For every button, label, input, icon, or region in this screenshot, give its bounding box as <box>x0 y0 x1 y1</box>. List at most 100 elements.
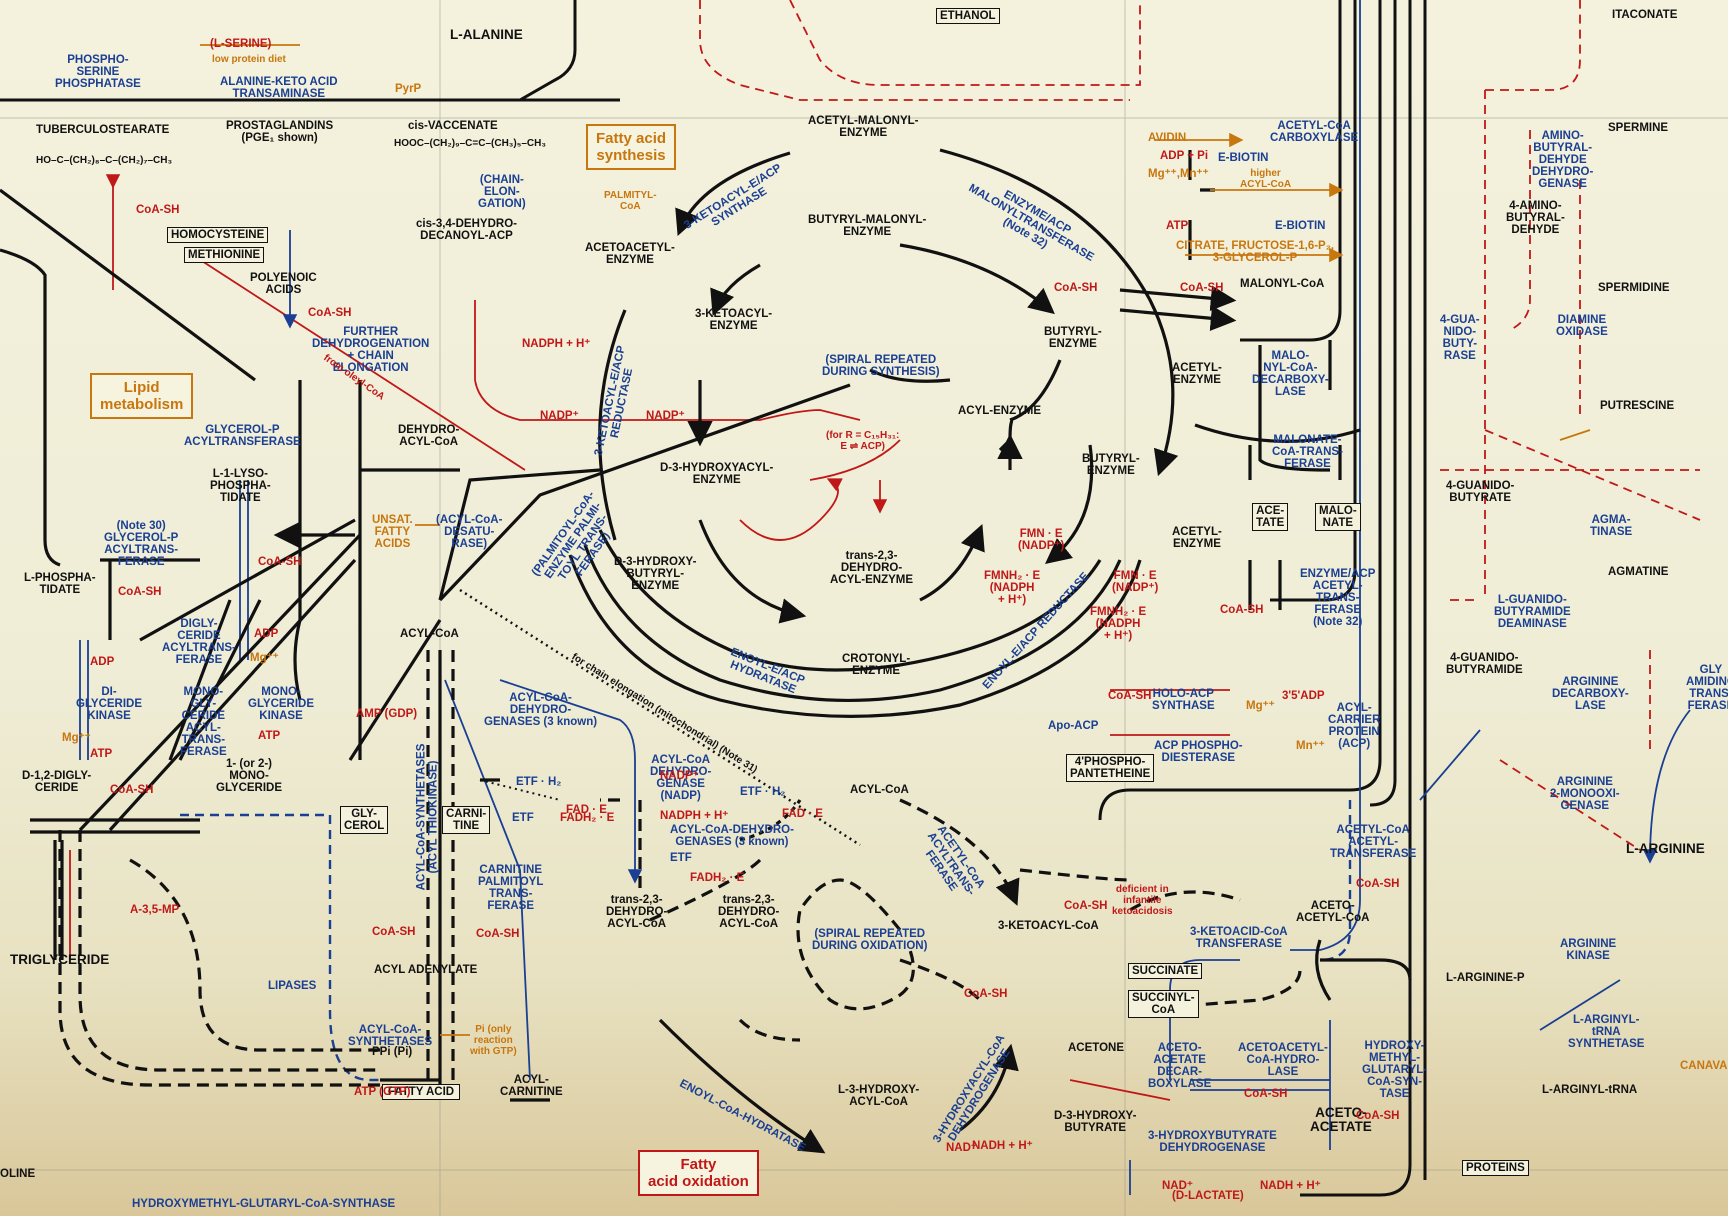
low-protein-diet-label: low protein diet <box>212 54 286 65</box>
acyl-thiokinase-label: ACYL-CoA-SYNTHETASES (ACYL THIOKINASE) <box>415 743 440 891</box>
4-guanidobutyramide-label: 4-GUANIDO- BUTYRAMIDE <box>1446 652 1523 676</box>
deficient-note: deficient in infantile ketoacidosis <box>1112 884 1173 917</box>
hmg-coa-synthase-label: HYDROXY- METHYL- GLUTARYL- CoA-SYN- TASE <box>1362 1040 1428 1100</box>
acetyl-malonyl-enzyme-label: ACETYL-MALONYL- ENZYME <box>808 115 919 139</box>
e-biotin-label: E-BIOTIN <box>1218 152 1269 164</box>
amp-gdp-label: AMP (GDP) <box>356 708 418 720</box>
fad-label-2: FAD · E <box>782 808 823 820</box>
acetate-box: ACE- TATE <box>1252 503 1289 531</box>
coash-label-2: CoA-SH <box>308 307 352 319</box>
diglyceride-kinase-label: DI- GLYCERIDE KINASE <box>76 686 143 722</box>
3-5-adp-label: 3'5'ADP <box>1282 690 1325 702</box>
chain-elongation-label: (CHAIN- ELON- GATION) <box>478 174 526 210</box>
atp-label-3: ATP <box>1166 220 1189 232</box>
fad-label-1: FAD · E <box>566 804 607 816</box>
atp-label-2: ATP <box>258 730 281 742</box>
holo-acp-synthase-label: HOLO-ACP SYNTHASE <box>1152 688 1215 712</box>
d12-diglyceride-label: D-1,2-DIGLY- CERIDE <box>22 770 92 794</box>
guanidobutyramide-deaminase-label: L-GUANIDO- BUTYRAMIDE DEAMINASE <box>1494 594 1571 630</box>
pi-only-note: Pi (only reaction with GTP) <box>470 1024 517 1057</box>
trans-23-dehydroacyl-enzyme-label: trans-2,3- DEHYDRO- ACYL-ENZYME <box>830 550 914 586</box>
coash-label-10: CoA-SH <box>476 928 520 940</box>
hmg-synthase-bottom-label: HYDROXYMETHYL-GLUTARYL-CoA-SYNTHASE <box>132 1198 396 1210</box>
polyenoic-acids-label: POLYENOIC ACIDS <box>250 272 317 296</box>
fadh2-label-2: FADH₂ · E <box>690 872 745 884</box>
glycerol-box: GLY- CEROL <box>340 806 389 834</box>
nadph-label-2: NADPH + H⁺ <box>660 810 729 822</box>
dehydroacyl-coa-label: DEHYDRO- ACYL-CoA <box>398 424 460 448</box>
further-dehydrogenation-label: FURTHER DEHYDROGENATION + CHAIN ELONGATI… <box>312 326 430 374</box>
acyl-coa-2-label: ACYL-CoA <box>850 784 909 796</box>
etf-h2-label-2: ETF · H₂ <box>740 786 786 798</box>
ppi-label: PPi (Pi) <box>372 1046 413 1058</box>
tuberculostearate-formula: HO–C–(CH₂)₈–C–(CH₂)₇–CH₃ <box>36 155 173 166</box>
atp-label-1: ATP <box>90 748 113 760</box>
spermidine-label: SPERMIDINE <box>1598 282 1670 294</box>
fmnh2-label-1: FMNH₂ · E (NADPH + H⁺) <box>984 570 1041 606</box>
d3-hydroxybutyrate-label: D-3-HYDROXY- BUTYRATE <box>1054 1110 1137 1134</box>
acyl-adenylate-label: ACYL ADENYLATE <box>374 964 478 976</box>
ketoacid-transferase-label: 3-KETOACID-CoA TRANSFERASE <box>1190 926 1288 950</box>
phosphopantetheine-box: 4'PHOSPHO- PANTETHEINE <box>1066 754 1155 782</box>
acyl-coa-synthetases-label: ACYL-CoA- SYNTHETASES <box>348 1024 433 1048</box>
enzyme-acp-acetyltransferase-label: ENZYME/ACP ACETYL- TRANS- FERASE (Note 3… <box>1300 568 1376 628</box>
succinyl-coa-box: SUCCINYL- CoA <box>1128 990 1199 1018</box>
cis-vaccenate-label: cis-VACCENATE <box>408 120 498 132</box>
methionine-box: METHIONINE <box>184 247 265 263</box>
prostaglandins-label: PROSTAGLANDINS (PGE₁ shown) <box>226 120 334 144</box>
d3-hydroxybutyryl-enzyme-label: D-3-HYDROXY- BUTYRYL- ENZYME <box>614 556 697 592</box>
acyl-carrier-protein-label: ACYL- CARRIER PROTEIN (ACP) <box>1328 702 1381 750</box>
e-biotin-2-label: E-BIOTIN <box>1275 220 1326 232</box>
coash-label-6: CoA-SH <box>258 556 302 568</box>
fatty-acid-oxidation-title: Fatty acid oxidation <box>638 1150 759 1196</box>
cis-vaccenate-formula: HOOC–(CH₂)₉–C=C–(CH₃)₅–CH₃ <box>394 138 546 149</box>
itaconate-label: ITACONATE <box>1612 9 1678 21</box>
tuberculostearate-label: TUBERCULOSTEARATE <box>36 124 170 136</box>
mn-label: Mn⁺⁺ <box>1296 740 1325 752</box>
acyl-coa-dehydrogenases-3-label: ACYL-CoA-DEHYDRO- GENASES (3 known) <box>670 824 794 848</box>
note30-acyltransferase-label: (Note 30) GLYCEROL-P ACYLTRANS- FERASE <box>104 520 179 568</box>
butyryl-enzyme-label: BUTYRYL- ENZYME <box>1044 326 1102 350</box>
acetoacetyl-enzyme-label: ACETOACETYL- ENZYME <box>585 242 675 266</box>
acyl-enzyme-label: ACYL-ENZYME <box>958 405 1042 417</box>
mg-label-1: Mg⁺⁺ <box>250 652 279 664</box>
l-arginyl-trna-label: L-ARGINYL-tRNA <box>1542 1084 1638 1096</box>
diglyceride-acyltransferase-label: DIGLY- CERIDE ACYLTRANS- FERASE <box>162 618 236 666</box>
fmn-label-1: FMN · E (NADP⁺) <box>1018 528 1065 552</box>
acetoacetate-decarboxylase-label: ACETO- ACETATE DECAR- BOXYLASE <box>1148 1042 1212 1090</box>
nadh-label-2: NADH + H⁺ <box>1260 1180 1321 1192</box>
arginine-kinase-label: ARGININE KINASE <box>1560 938 1617 962</box>
l-alanine-label: L-ALANINE <box>450 27 523 42</box>
3-ketoacyl-coa-label: 3-KETOACYL-CoA <box>998 920 1099 932</box>
malonate-coa-transferase-label: MALONATE- CoA-TRANS- FERASE <box>1272 434 1343 470</box>
acyl-carnitine-label: ACYL- CARNITINE <box>500 1074 563 1098</box>
d3-hydroxyacyl-enzyme-label: D-3-HYDROXYACYL- ENZYME <box>660 462 774 486</box>
aminobutyraldehyde-dehydrogenase-label: AMINO- BUTYRAL- DEHYDE DEHYDRO- GENASE <box>1532 130 1594 190</box>
4-guanidobutyrase-label: 4-GUA- NIDO- BUTY- RASE <box>1440 314 1480 362</box>
a35mp-label: A-3,5-MP <box>130 904 180 916</box>
acp-phosphodiesterase-label: ACP PHOSPHO- DIESTERASE <box>1154 740 1243 764</box>
coash-label-1: CoA-SH <box>136 204 180 216</box>
spiral-synthesis-label: (SPIRAL REPEATED DURING SYNTHESIS) <box>822 354 940 378</box>
diamine-oxidase-label: DIAMINE OXIDASE <box>1556 314 1608 338</box>
acyl-coa-dehydrogenase-nadp-label: ACYL-CoA DEHYDRO- GENASE (NADP) <box>650 754 712 802</box>
fmnh2-label-2: FMNH₂ · E (NADPH + H⁺) <box>1090 606 1147 642</box>
alanine-keto-acid-transaminase-label: ALANINE-KETO ACID TRANSAMINASE <box>220 76 338 100</box>
acetone-label: ACETONE <box>1068 1042 1125 1054</box>
lipases-label: LIPASES <box>268 980 317 992</box>
phosphoserine-phosphatase-label: PHOSPHO- SERINE PHOSPHATASE <box>55 54 141 90</box>
butyryl-enzyme-2-label: BUTYRYL- ENZYME <box>1082 453 1140 477</box>
etf-label-2: ETF <box>670 852 692 864</box>
acyl-coa-label: ACYL-CoA <box>400 628 459 640</box>
3-ketoacyl-enzyme-label: 3-KETOACYL- ENZYME <box>695 308 773 332</box>
nad-label-2: NAD⁺ <box>1162 1180 1193 1192</box>
d-lactate-label: (D-LACTATE) <box>1172 1190 1244 1202</box>
succinate-box: SUCCINATE <box>1128 963 1203 979</box>
lyso-phosphatidate-label: L-1-LYSO- PHOSPHA- TIDATE <box>210 468 271 504</box>
arginyl-trna-synthetase-label: L-ARGINYL- tRNA SYNTHETASE <box>1568 1014 1645 1050</box>
oline-label: OLINE <box>0 1168 36 1180</box>
nadp-label-1: NADP⁺ <box>540 410 579 422</box>
4-guanidobutyrate-label: 4-GUANIDO- BUTYRATE <box>1446 480 1515 504</box>
